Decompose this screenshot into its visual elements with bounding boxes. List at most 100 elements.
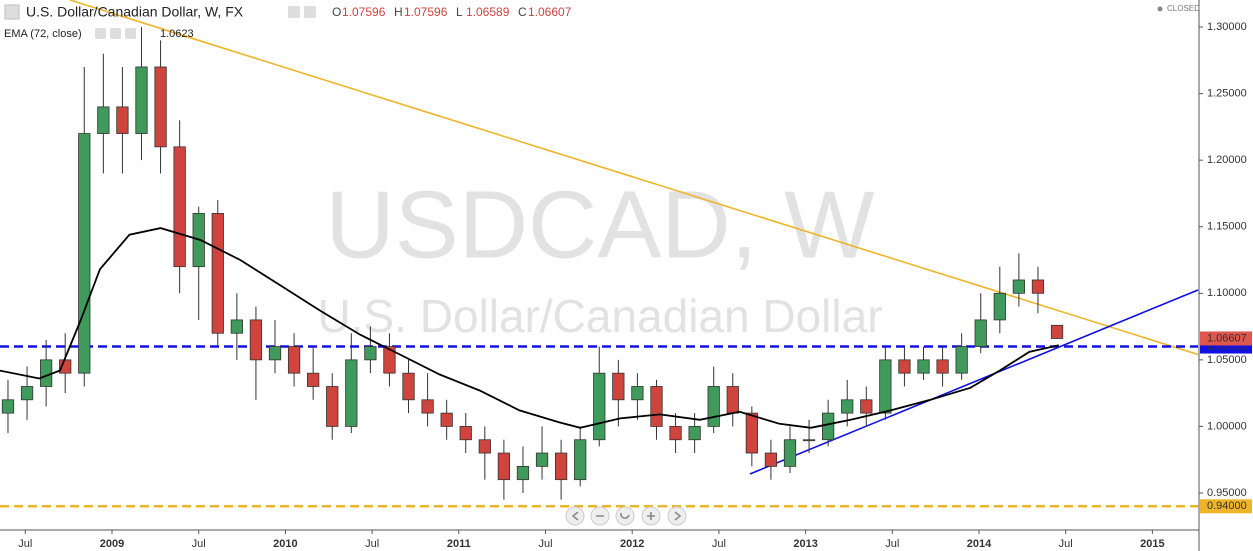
candle-body [898, 359, 911, 374]
ohlc-key: L [456, 5, 463, 19]
navigation-bar [565, 506, 687, 526]
candle-body [631, 386, 644, 401]
candle-body [574, 439, 587, 481]
y-tick-label: 1.30000 [1207, 21, 1247, 33]
candle-body [383, 346, 396, 374]
last-price-box [1200, 331, 1252, 346]
level-label-box [1200, 499, 1252, 514]
candle-body [116, 106, 129, 134]
x-tick-label: 2013 [793, 538, 817, 550]
ohlc-legend: O 1.07596 H 1.07596 L 1.06589 C 1.06607 [332, 5, 572, 19]
symbol-icon[interactable] [4, 4, 20, 20]
ohlc-value: 1.07596 [404, 5, 448, 19]
candle-body [974, 319, 987, 347]
trendline [69, 0, 1199, 356]
candle-body [860, 399, 873, 414]
candle-body [745, 412, 758, 454]
ohlc-key: C [518, 5, 527, 19]
candle-body [669, 426, 682, 441]
candle-body [1031, 279, 1045, 294]
x-tick-label: 2011 [447, 538, 471, 550]
x-tick-label: 2009 [100, 538, 124, 550]
y-tick-label: 1.10000 [1207, 287, 1247, 299]
candle-body [135, 66, 148, 134]
candle-body [478, 439, 491, 454]
y-tick-label: 0.95000 [1207, 487, 1247, 499]
ohlc-key: H [394, 5, 403, 19]
watermark-symbol: USDCAD, W [325, 171, 875, 278]
status-dot [1157, 6, 1163, 12]
candle-body [554, 452, 568, 481]
last-price-label: 1.06607 [1207, 332, 1247, 344]
axes: 0.95000 1.00000 1.05000 1.10000 1.15000 1.200… [18, 21, 1252, 550]
eye-button[interactable] [288, 6, 300, 18]
candle-body [841, 399, 854, 414]
indicator-settings[interactable] [110, 28, 121, 39]
candle-body [307, 372, 320, 387]
candle-body [688, 426, 701, 441]
x-tick-label: Jul [192, 538, 206, 550]
candle-body [173, 146, 186, 268]
level-label: 0.94000 [1207, 500, 1247, 512]
candle-body [268, 346, 282, 361]
scroll-right[interactable] [667, 506, 687, 526]
candle-body [326, 386, 339, 427]
candle-body [1, 399, 15, 414]
candle-body [154, 66, 167, 148]
candle-body [287, 346, 301, 374]
candle-body [97, 106, 110, 134]
ohlc-value: 1.06607 [528, 5, 572, 19]
candle-body [593, 372, 606, 441]
candle-body [993, 292, 1006, 321]
indicator-name: EMA (72, close) [4, 28, 82, 40]
indicator-remove[interactable] [125, 28, 136, 39]
candle-body [707, 386, 720, 427]
y-tick-label: 1.00000 [1207, 420, 1247, 432]
x-tick-label: Jul [538, 538, 552, 550]
candle-body [40, 359, 53, 387]
candle-body [726, 386, 739, 414]
x-tick-label: 2014 [967, 538, 992, 550]
indicator-value: 1.0623 [160, 28, 194, 40]
watermark-description: U.S. Dollar/Canadian Dollar [317, 290, 882, 342]
candle-body [764, 452, 778, 467]
x-tick-label: Jul [365, 538, 379, 550]
candle-body [936, 359, 949, 374]
candle-body [650, 386, 663, 427]
candle-body [364, 346, 377, 361]
x-tick-label: Jul [885, 538, 899, 550]
candle-body [879, 359, 892, 414]
reset[interactable] [615, 506, 635, 526]
symbol-title: U.S. Dollar/Canadian Dollar, W, FX [26, 4, 244, 20]
candle-body [1012, 279, 1026, 294]
ohlc-key: O [332, 5, 341, 19]
candle-body [249, 319, 263, 361]
candle-body [802, 439, 816, 442]
settings-button[interactable] [304, 6, 316, 18]
x-tick-label: 2012 [620, 538, 644, 550]
scroll-left[interactable] [565, 506, 585, 526]
x-tick-label: 2010 [273, 538, 297, 550]
candle-body [955, 346, 968, 374]
trendline [749, 289, 1199, 475]
candle-body [345, 359, 358, 427]
candle-body [459, 426, 472, 441]
candle-body [783, 439, 797, 467]
indicator-eye[interactable] [95, 28, 106, 39]
candle-body [78, 133, 91, 374]
candle-body [612, 372, 625, 401]
watermark: USDCAD, W U.S. Dollar/Canadian Dollar [317, 171, 882, 342]
plot-area [0, 0, 1199, 508]
candle-body [440, 412, 453, 427]
candle-body [917, 359, 930, 374]
candle-body [211, 213, 224, 334]
candle-body [421, 399, 434, 414]
ema-line [0, 227, 1059, 429]
x-tick-label: 2015 [1140, 538, 1164, 550]
y-tick-label: 1.05000 [1207, 354, 1247, 366]
candle-body [230, 319, 243, 334]
market-status: CLOSED [1167, 4, 1200, 13]
candle-body [402, 372, 415, 401]
